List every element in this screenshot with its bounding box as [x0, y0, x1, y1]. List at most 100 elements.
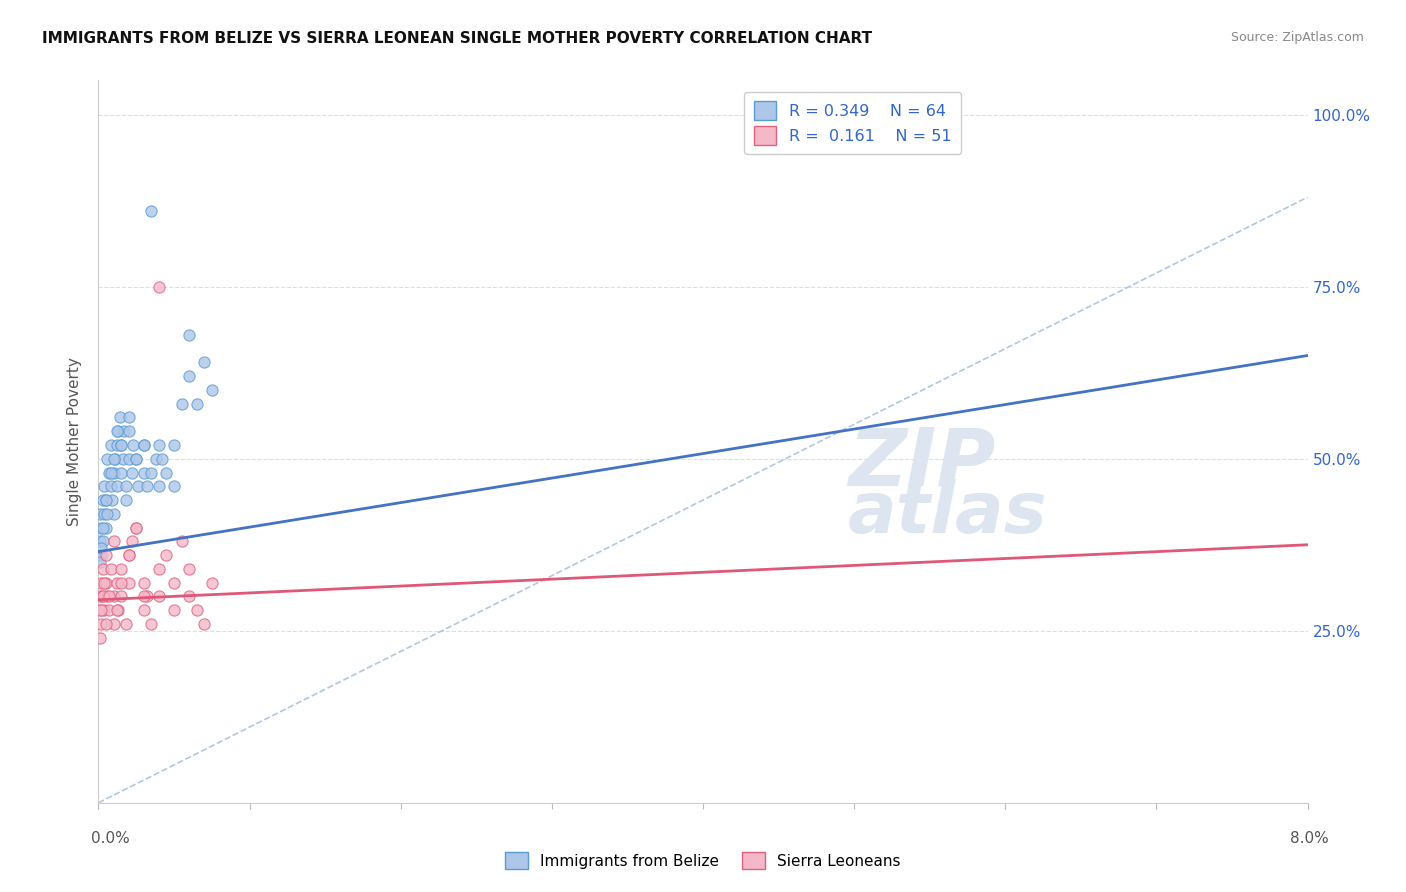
- Point: [100, 438, 122, 452]
- Point: [91, 590, 114, 604]
- Point: [110, 438, 132, 452]
- Point: [89, 603, 111, 617]
- Point: [127, 479, 149, 493]
- Point: [179, 562, 201, 576]
- Point: [105, 438, 128, 452]
- Point: [163, 438, 186, 452]
- Text: IMMIGRANTS FROM BELIZE VS SIERRA LEONEAN SINGLE MOTHER POVERTY CORRELATION CHART: IMMIGRANTS FROM BELIZE VS SIERRA LEONEAN…: [42, 31, 872, 46]
- Point: [112, 424, 135, 438]
- Point: [148, 279, 170, 293]
- Point: [125, 520, 148, 534]
- Point: [90, 575, 112, 590]
- Point: [110, 575, 132, 590]
- Point: [94, 493, 117, 508]
- Point: [148, 590, 170, 604]
- Point: [96, 590, 118, 604]
- Point: [98, 603, 121, 617]
- Point: [125, 451, 148, 466]
- Point: [103, 507, 125, 521]
- Point: [145, 451, 167, 466]
- Point: [121, 534, 143, 549]
- Point: [100, 562, 122, 576]
- Legend: R = 0.349    N = 64, R =  0.161    N = 51: R = 0.349 N = 64, R = 0.161 N = 51: [744, 92, 962, 154]
- Point: [155, 466, 177, 480]
- Point: [141, 466, 163, 480]
- Text: Source: ZipAtlas.com: Source: ZipAtlas.com: [1230, 31, 1364, 45]
- Point: [91, 590, 114, 604]
- Point: [110, 438, 132, 452]
- Point: [118, 410, 141, 425]
- Point: [163, 479, 186, 493]
- Point: [122, 438, 145, 452]
- Point: [186, 397, 208, 411]
- Point: [90, 616, 112, 631]
- Point: [132, 590, 155, 604]
- Point: [186, 603, 208, 617]
- Point: [98, 466, 121, 480]
- Point: [111, 451, 134, 466]
- Point: [93, 507, 115, 521]
- Point: [96, 451, 118, 466]
- Point: [114, 616, 136, 631]
- Point: [179, 369, 201, 384]
- Point: [110, 466, 132, 480]
- Point: [170, 534, 193, 549]
- Point: [89, 631, 111, 645]
- Point: [103, 466, 125, 480]
- Point: [90, 603, 112, 617]
- Y-axis label: Single Mother Poverty: Single Mother Poverty: [67, 357, 83, 526]
- Point: [105, 424, 128, 438]
- Point: [103, 616, 125, 631]
- Text: atlas: atlas: [848, 479, 1047, 549]
- Point: [100, 479, 122, 493]
- Point: [132, 466, 155, 480]
- Point: [89, 507, 111, 521]
- Point: [94, 493, 117, 508]
- Point: [107, 424, 129, 438]
- Text: 0.0%: 0.0%: [91, 831, 131, 846]
- Point: [90, 548, 112, 562]
- Point: [103, 590, 125, 604]
- Point: [118, 548, 141, 562]
- Point: [114, 493, 136, 508]
- Point: [118, 424, 141, 438]
- Point: [105, 575, 128, 590]
- Point: [91, 493, 114, 508]
- Point: [93, 603, 115, 617]
- Point: [93, 479, 115, 493]
- Point: [132, 438, 155, 452]
- Point: [94, 575, 117, 590]
- Point: [110, 590, 132, 604]
- Point: [94, 520, 117, 534]
- Point: [150, 451, 173, 466]
- Point: [132, 575, 155, 590]
- Point: [105, 479, 128, 493]
- Point: [100, 466, 122, 480]
- Legend: Immigrants from Belize, Sierra Leoneans: Immigrants from Belize, Sierra Leoneans: [499, 846, 907, 875]
- Point: [94, 548, 117, 562]
- Point: [104, 451, 127, 466]
- Point: [101, 493, 124, 508]
- Point: [163, 603, 186, 617]
- Point: [105, 603, 128, 617]
- Point: [125, 451, 148, 466]
- Point: [132, 438, 155, 452]
- Point: [114, 479, 136, 493]
- Point: [170, 397, 193, 411]
- Point: [93, 575, 115, 590]
- Point: [103, 451, 125, 466]
- Point: [90, 520, 112, 534]
- Point: [94, 616, 117, 631]
- Point: [179, 590, 201, 604]
- Point: [107, 603, 129, 617]
- Point: [155, 548, 177, 562]
- Point: [148, 562, 170, 576]
- Point: [108, 410, 131, 425]
- Point: [121, 466, 143, 480]
- Point: [141, 204, 163, 219]
- Point: [179, 327, 201, 342]
- Point: [193, 355, 215, 369]
- Point: [135, 590, 157, 604]
- Point: [89, 534, 111, 549]
- Point: [201, 383, 224, 397]
